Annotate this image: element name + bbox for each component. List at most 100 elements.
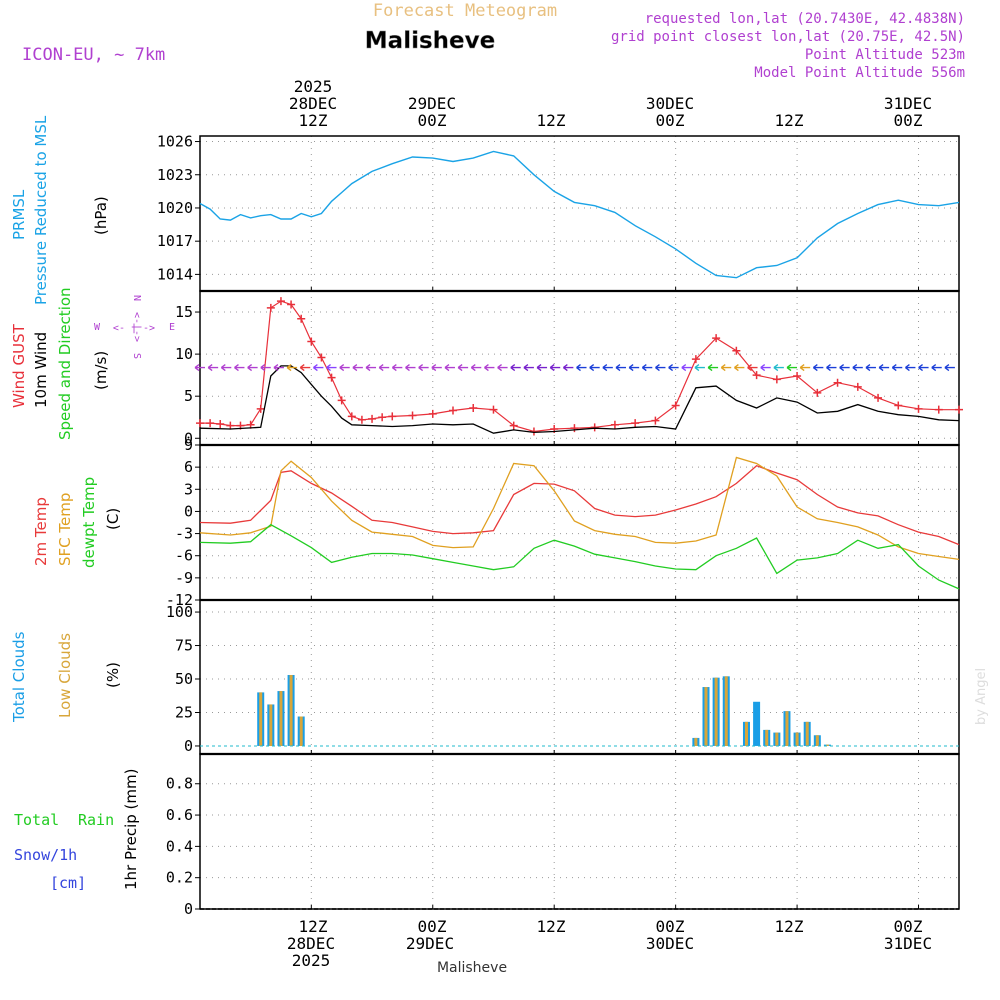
wind-dir-arrow: [602, 364, 613, 372]
gust-marker: [894, 401, 903, 410]
svg-text:S: S: [131, 353, 142, 359]
clouds-ytick-label: 100: [166, 603, 193, 621]
wind-dir-arrow: [760, 364, 771, 372]
wind-dir-arrow: [378, 364, 390, 372]
gust-marker: [216, 419, 225, 428]
wind-dir-arrow: [444, 364, 455, 372]
gust-marker: [469, 403, 478, 412]
gust-marker: [378, 413, 387, 422]
gust-marker: [256, 404, 265, 413]
wind-dir-arrow: [799, 364, 811, 372]
gust-marker: [368, 414, 377, 423]
svg-text:12Z: 12Z: [775, 917, 804, 936]
clouds-panel: 100 75 50 25 0: [166, 599, 960, 755]
svg-text:12Z: 12Z: [775, 111, 804, 130]
wind-dir-arrow: [391, 364, 403, 372]
sfc-line: [199, 456, 960, 561]
wind-dir-arrow: [405, 364, 416, 372]
wind-dir-arrow: [655, 364, 666, 372]
wind10m-label: 10m Wind: [32, 332, 50, 408]
svg-text:29DEC: 29DEC: [408, 94, 456, 113]
pressure-panel: 1026 1023 1020 1017 1014: [157, 133, 960, 292]
gridpoint-coords: grid point closest lon,lat (20.75E, 42.5…: [611, 29, 965, 45]
svg-text:28DEC: 28DEC: [289, 94, 337, 113]
wind-dir-arrow: [510, 364, 521, 372]
low-cloud-bar: [704, 687, 708, 746]
temp-ytick-label: 0: [184, 502, 193, 520]
svg-text:2025: 2025: [292, 951, 331, 970]
gust-marker: [691, 355, 700, 364]
dewpt-line: [199, 523, 960, 590]
gust-marker: [610, 420, 619, 429]
wind-dir-arrow: [931, 364, 942, 372]
prmsl-label: PRMSL: [10, 189, 28, 240]
svg-text:<- | ->: <- | ->: [113, 323, 155, 334]
svg-text:30DEC: 30DEC: [646, 94, 694, 113]
wind-dir-arrow: [418, 364, 429, 372]
wind-dir-arrow: [194, 364, 205, 372]
precip-frame: [199, 753, 960, 910]
clouds-ytick-label: 25: [175, 703, 193, 721]
wind-dir-arrow: [720, 364, 732, 372]
temp-ytick-label: 9: [184, 436, 193, 454]
low-clouds-label: Low Clouds: [56, 633, 74, 718]
wind-dir-arrow: [852, 364, 863, 372]
wind-dir-arrow: [299, 364, 311, 372]
gust-marker: [732, 346, 741, 355]
wind-dir-arrow: [273, 364, 284, 372]
compass-rose: N <-|-> S W <- | -> E: [94, 295, 175, 359]
svg-text:31DEC: 31DEC: [884, 934, 932, 953]
prmsl-desc-label: Pressure Reduced to MSL: [32, 115, 50, 305]
temp-ytick-label: -12: [166, 591, 193, 609]
precip-labels: Total Rain Snow/1h [cm] 1hr Precip (mm): [14, 769, 140, 892]
wind-dir-arrow: [549, 364, 561, 372]
temp-labels: 2m Temp SFC Temp dewpt Temp (C): [32, 477, 122, 568]
svg-text:00Z: 00Z: [894, 917, 923, 936]
temp-ytick-label: -3: [175, 525, 193, 543]
bottom-time-label: 12Z: [537, 917, 566, 936]
svg-text:12Z: 12Z: [537, 917, 566, 936]
gust-marker: [651, 416, 660, 425]
cloud-unit: (%): [104, 662, 122, 688]
low-cloud-bar: [694, 737, 698, 746]
wind-dir-arrow: [694, 364, 705, 372]
gust-marker: [874, 393, 883, 402]
wind-dir-arrow: [562, 364, 574, 372]
wind-dir-arrow: [891, 364, 903, 372]
wind-dir-arrow: [681, 364, 692, 372]
temp2m-label: 2m Temp: [32, 497, 50, 566]
low-cloud-bar: [269, 704, 273, 746]
low-cloud-bar: [724, 676, 728, 746]
wind-unit: (m/s): [92, 351, 110, 390]
gust-marker: [570, 424, 579, 433]
model-name: ICON-EU, ~ 7km: [22, 45, 165, 65]
total-clouds-label: Total Clouds: [10, 631, 28, 723]
low-cloud-bar: [825, 744, 829, 746]
model-altitude: Model Point Altitude 556m: [754, 65, 965, 81]
precip-panel: 0.8 0.6 0.4 0.2 0: [166, 753, 960, 918]
gust-marker: [853, 382, 862, 391]
gust-marker: [357, 415, 366, 424]
wind-dir-arrow: [326, 364, 337, 372]
low-cloud-bar: [775, 732, 779, 746]
total-label: Total: [14, 811, 59, 829]
low-cloud-bar: [805, 721, 809, 746]
wind-dir-arrow: [247, 364, 258, 372]
gust-label: Wind GUST: [10, 323, 28, 408]
gust-marker: [297, 314, 306, 323]
top-time-label: 12Z: [775, 111, 804, 130]
wind-dir-arrow: [457, 364, 469, 372]
low-cloud-bar: [765, 729, 769, 746]
svg-text:W: W: [94, 322, 101, 333]
temp-unit: (C): [104, 508, 122, 530]
temp-frame: [199, 444, 960, 601]
wind-dir-arrow: [470, 364, 482, 372]
low-cloud-bar: [279, 691, 283, 746]
gust-marker: [317, 353, 326, 362]
pressure-frame: [199, 135, 960, 292]
total-cloud-bar: [753, 701, 761, 746]
